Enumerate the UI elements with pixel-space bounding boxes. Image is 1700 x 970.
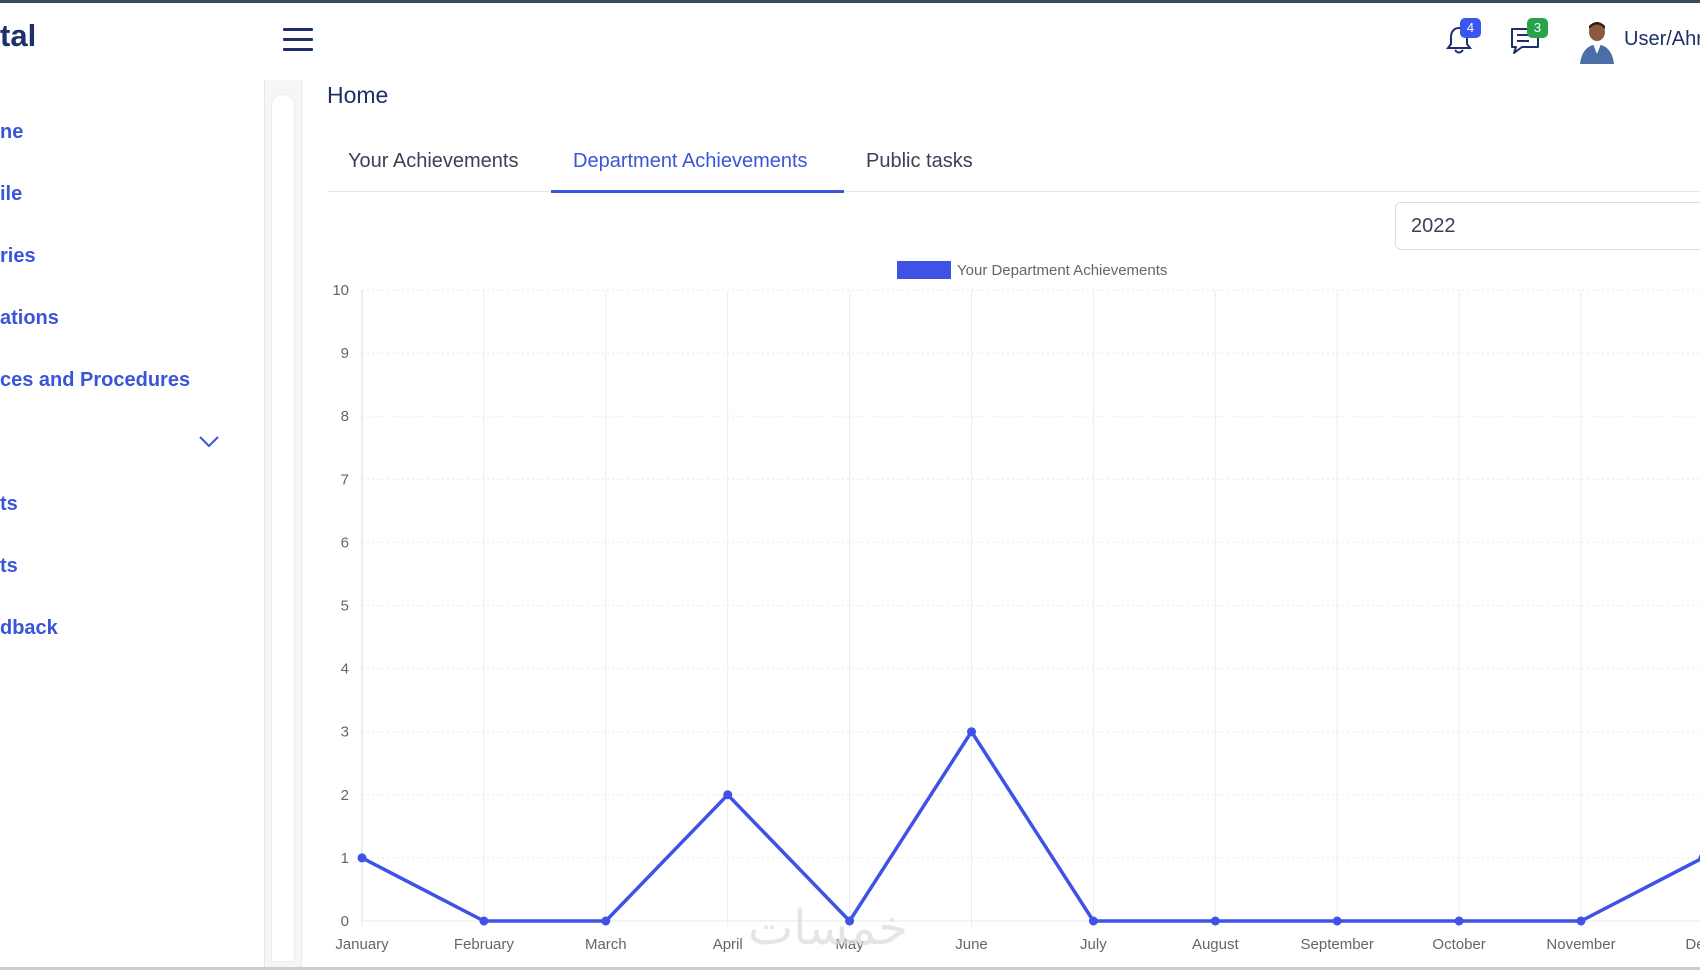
data-point xyxy=(967,727,976,737)
tabs-divider xyxy=(328,191,1700,192)
data-point xyxy=(1454,916,1464,926)
data-point xyxy=(723,790,733,800)
sidebar-item-policies-procedures[interactable]: ces and Procedures xyxy=(0,369,191,391)
legend-swatch xyxy=(897,261,951,279)
legend-label: Your Department Achievements xyxy=(957,262,1167,279)
sidebar-item-reports[interactable]: ts xyxy=(0,555,18,577)
chart-x-ticks: January February March April May June July Augu… xyxy=(335,936,1700,953)
bottom-border xyxy=(0,967,1700,970)
data-point xyxy=(479,916,489,926)
y-tick-label: 10 xyxy=(332,282,349,299)
sidebar-item-profile[interactable]: ile xyxy=(0,183,23,205)
data-point xyxy=(845,916,855,926)
y-tick-label: 8 xyxy=(341,408,349,425)
top-border xyxy=(0,0,1700,3)
x-tick-label: April xyxy=(713,936,743,953)
data-point xyxy=(1088,916,1098,926)
series-line xyxy=(361,729,1700,923)
y-tick-label: 3 xyxy=(341,724,349,741)
x-tick-label: May xyxy=(835,936,864,953)
x-tick-label: March xyxy=(585,936,627,953)
brand-title: tal xyxy=(0,18,37,53)
data-point xyxy=(601,916,611,926)
sidebar-item-salaries[interactable]: ries xyxy=(0,245,36,267)
y-tick-label: 9 xyxy=(341,345,349,362)
data-point xyxy=(1576,916,1586,926)
tab-department-achievements[interactable]: Department Achievements xyxy=(573,150,808,172)
sidebar-item-applications[interactable]: ations xyxy=(0,307,59,329)
x-tick-label: Dece xyxy=(1685,936,1700,953)
y-tick-label: 5 xyxy=(341,598,349,615)
avatar[interactable] xyxy=(1578,20,1616,64)
hamburger-menu-icon[interactable] xyxy=(283,28,313,54)
x-tick-label: February xyxy=(454,936,515,953)
x-tick-label: June xyxy=(955,936,988,953)
x-tick-label: September xyxy=(1301,936,1374,953)
y-tick-label: 6 xyxy=(341,534,349,551)
y-tick-label: 1 xyxy=(341,850,349,867)
x-tick-label: October xyxy=(1432,936,1485,953)
sidebar-item-home[interactable]: ne xyxy=(0,121,24,143)
tab-public-tasks[interactable]: Public tasks xyxy=(866,150,973,172)
username-label[interactable]: User/Ahr xyxy=(1624,28,1700,50)
chart-y-ticks: 0 1 2 3 4 5 6 7 8 9 10 xyxy=(332,282,349,930)
data-point xyxy=(1332,916,1342,926)
series-points xyxy=(357,727,1700,926)
chart-legend: Your Department Achievements xyxy=(897,261,1167,279)
y-tick-label: 7 xyxy=(341,471,349,488)
year-select[interactable]: 2022 xyxy=(1395,202,1700,250)
data-point xyxy=(1210,916,1220,926)
x-tick-label: January xyxy=(335,936,389,953)
chart-grid xyxy=(361,289,1700,927)
y-tick-label: 0 xyxy=(341,913,349,930)
y-tick-label: 4 xyxy=(341,661,349,678)
active-tab-indicator xyxy=(551,190,844,193)
notifications-badge: 4 xyxy=(1460,18,1481,38)
sidebar-item-requests[interactable]: ts xyxy=(0,493,18,515)
sidebar-item-feedback[interactable]: dback xyxy=(0,617,58,639)
chevron-down-icon[interactable] xyxy=(198,435,220,449)
messages-badge: 3 xyxy=(1527,18,1548,38)
x-tick-label: November xyxy=(1546,936,1615,953)
y-tick-label: 2 xyxy=(341,787,349,804)
tab-your-achievements[interactable]: Your Achievements xyxy=(348,150,519,172)
sidebar-scrollbar[interactable] xyxy=(264,80,302,968)
x-tick-label: July xyxy=(1080,936,1107,953)
data-point xyxy=(357,853,367,863)
watermark-text: خمسات xyxy=(748,900,909,956)
page-title: Home xyxy=(327,82,389,108)
x-tick-label: August xyxy=(1192,936,1240,953)
